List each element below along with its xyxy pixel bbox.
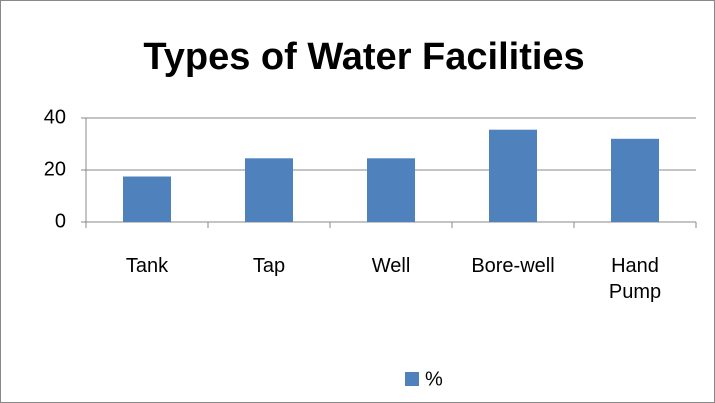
bar [489,129,537,222]
bar [367,158,415,222]
bar [611,138,659,222]
y-tick-label: 0 [55,210,66,232]
x-tick-label: Tap [252,255,286,277]
legend-swatch [405,372,419,386]
bar [123,176,171,222]
bar [245,158,293,222]
legend-label: % [425,368,443,390]
chart-title: Types of Water Facilities [143,36,584,78]
x-tick-label: Bore-well [471,255,555,277]
x-tick-label: Hand Pump [608,255,662,303]
x-tick-label: Tank [125,255,169,277]
y-tick-label: 40 [44,106,66,128]
y-tick-label: 20 [44,158,66,180]
x-tick-label: Well [371,255,411,277]
